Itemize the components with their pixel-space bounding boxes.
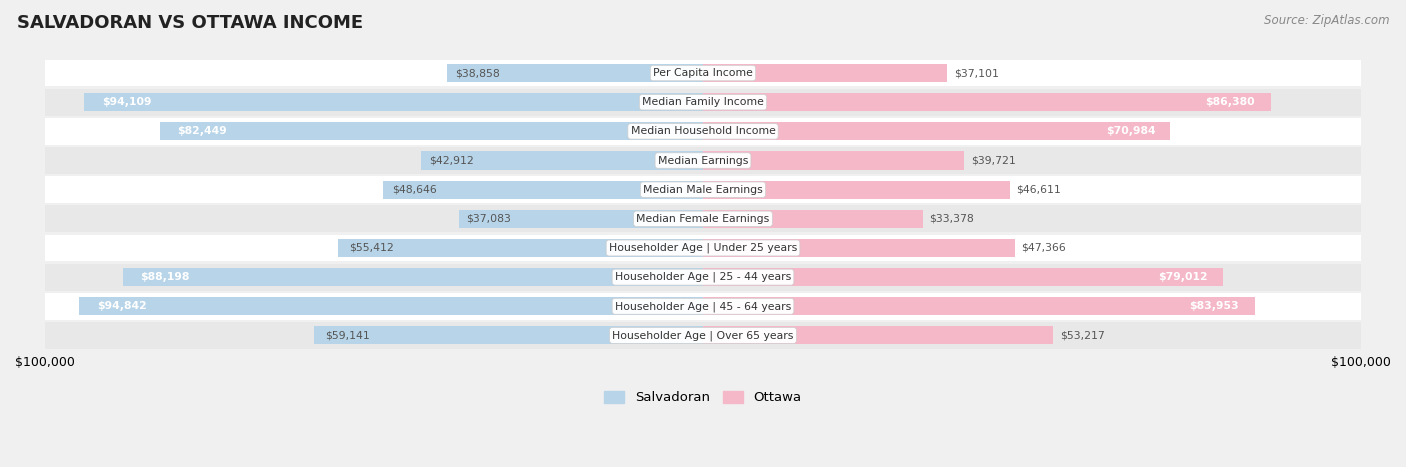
- Text: $55,412: $55,412: [349, 243, 394, 253]
- Text: $38,858: $38,858: [456, 68, 499, 78]
- Text: SALVADORAN VS OTTAWA INCOME: SALVADORAN VS OTTAWA INCOME: [17, 14, 363, 32]
- Bar: [45, 264, 1361, 290]
- Text: Householder Age | 25 - 44 years: Householder Age | 25 - 44 years: [614, 272, 792, 283]
- Text: $46,611: $46,611: [1017, 184, 1062, 195]
- Bar: [420, 151, 703, 170]
- Text: $94,842: $94,842: [97, 301, 148, 311]
- Text: $82,449: $82,449: [177, 127, 226, 136]
- Bar: [314, 326, 703, 345]
- Text: Median Female Earnings: Median Female Earnings: [637, 214, 769, 224]
- Text: $42,912: $42,912: [429, 156, 474, 165]
- Bar: [45, 118, 1361, 145]
- Bar: [703, 297, 1256, 315]
- Text: $37,101: $37,101: [953, 68, 998, 78]
- Text: $33,378: $33,378: [929, 214, 974, 224]
- Bar: [45, 293, 1361, 320]
- Bar: [703, 93, 1271, 111]
- Text: Median Male Earnings: Median Male Earnings: [643, 184, 763, 195]
- Bar: [45, 60, 1361, 86]
- Legend: Salvadoran, Ottawa: Salvadoran, Ottawa: [599, 385, 807, 410]
- Text: $94,109: $94,109: [103, 97, 152, 107]
- Text: Householder Age | Over 65 years: Householder Age | Over 65 years: [612, 330, 794, 341]
- Bar: [339, 239, 703, 257]
- Bar: [45, 147, 1361, 174]
- Bar: [703, 64, 948, 82]
- Text: $37,083: $37,083: [467, 214, 512, 224]
- Bar: [45, 89, 1361, 116]
- Bar: [703, 151, 965, 170]
- Bar: [703, 239, 1015, 257]
- Bar: [45, 234, 1361, 262]
- Bar: [160, 122, 703, 141]
- Bar: [447, 64, 703, 82]
- Bar: [703, 268, 1223, 286]
- Text: $88,198: $88,198: [141, 272, 190, 282]
- Bar: [703, 210, 922, 228]
- Bar: [458, 210, 703, 228]
- Bar: [84, 93, 703, 111]
- Text: Median Earnings: Median Earnings: [658, 156, 748, 165]
- Text: Per Capita Income: Per Capita Income: [652, 68, 754, 78]
- Text: $79,012: $79,012: [1157, 272, 1208, 282]
- Text: Median Household Income: Median Household Income: [630, 127, 776, 136]
- Text: Median Family Income: Median Family Income: [643, 97, 763, 107]
- Text: $53,217: $53,217: [1060, 331, 1105, 340]
- Text: $59,141: $59,141: [326, 331, 370, 340]
- Text: $39,721: $39,721: [972, 156, 1015, 165]
- Bar: [122, 268, 703, 286]
- Text: $86,380: $86,380: [1205, 97, 1254, 107]
- Text: $70,984: $70,984: [1107, 127, 1156, 136]
- Text: Householder Age | Under 25 years: Householder Age | Under 25 years: [609, 243, 797, 253]
- Text: $48,646: $48,646: [392, 184, 437, 195]
- Bar: [79, 297, 703, 315]
- Text: $83,953: $83,953: [1189, 301, 1239, 311]
- Bar: [45, 205, 1361, 232]
- Text: Source: ZipAtlas.com: Source: ZipAtlas.com: [1264, 14, 1389, 27]
- Bar: [703, 326, 1053, 345]
- Bar: [703, 181, 1010, 199]
- Bar: [703, 122, 1170, 141]
- Text: $47,366: $47,366: [1021, 243, 1066, 253]
- Text: Householder Age | 45 - 64 years: Householder Age | 45 - 64 years: [614, 301, 792, 311]
- Bar: [45, 176, 1361, 203]
- Bar: [45, 322, 1361, 349]
- Bar: [382, 181, 703, 199]
